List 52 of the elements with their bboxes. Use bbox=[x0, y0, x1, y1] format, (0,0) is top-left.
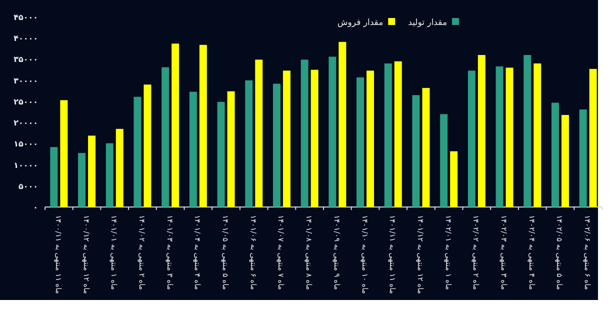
bar bbox=[338, 42, 346, 207]
bar bbox=[282, 70, 290, 207]
bar bbox=[217, 102, 225, 207]
bar bbox=[384, 63, 392, 207]
bar bbox=[255, 60, 263, 207]
bar bbox=[134, 96, 142, 207]
legend-label: مقدار فروش bbox=[337, 18, 384, 28]
bar bbox=[440, 114, 448, 207]
y-tick-label: ۲۵۰۰۰ bbox=[14, 97, 38, 106]
legend-label: مقدار تولید bbox=[408, 18, 447, 28]
bar bbox=[60, 100, 68, 207]
bar bbox=[172, 44, 180, 207]
bar bbox=[356, 77, 364, 207]
y-tick-label: ۱۵۰۰۰ bbox=[14, 140, 38, 149]
bar bbox=[310, 70, 318, 207]
bar bbox=[524, 55, 532, 207]
bar bbox=[328, 56, 336, 207]
bar bbox=[88, 136, 96, 207]
bar bbox=[78, 152, 86, 207]
bar bbox=[589, 68, 597, 207]
bar bbox=[116, 128, 124, 207]
bar bbox=[300, 60, 308, 207]
bar bbox=[478, 55, 486, 207]
bar bbox=[579, 109, 587, 207]
bar bbox=[162, 67, 170, 207]
bar bbox=[450, 151, 458, 207]
bar bbox=[506, 68, 514, 207]
y-tick-label: ۴۵۰۰۰ bbox=[14, 13, 38, 22]
bar bbox=[468, 70, 476, 207]
bar bbox=[366, 70, 374, 207]
bar bbox=[422, 88, 430, 207]
y-tick-label: ۴۰۰۰۰ bbox=[14, 34, 38, 44]
y-tick-label: ۵۰۰۰ bbox=[18, 182, 38, 191]
bar bbox=[496, 66, 504, 207]
bar bbox=[227, 91, 235, 207]
y-tick-label: ۳۰۰۰۰ bbox=[14, 76, 38, 86]
bar bbox=[106, 143, 114, 207]
bar bbox=[272, 84, 280, 207]
bar bbox=[199, 44, 207, 207]
bar bbox=[561, 114, 569, 207]
y-tick-label: ۰ bbox=[33, 203, 38, 212]
y-tick-label: ۳۵۰۰۰ bbox=[14, 55, 38, 64]
bar bbox=[189, 92, 197, 207]
bar bbox=[394, 61, 402, 207]
bar bbox=[245, 80, 253, 207]
bar bbox=[50, 147, 58, 207]
bar bbox=[412, 95, 420, 207]
y-tick-label: ۲۰۰۰۰ bbox=[14, 118, 38, 128]
bar bbox=[551, 102, 559, 207]
bar bbox=[534, 63, 542, 207]
bar bbox=[144, 84, 152, 207]
y-tick-label: ۱۰۰۰۰ bbox=[14, 160, 38, 170]
